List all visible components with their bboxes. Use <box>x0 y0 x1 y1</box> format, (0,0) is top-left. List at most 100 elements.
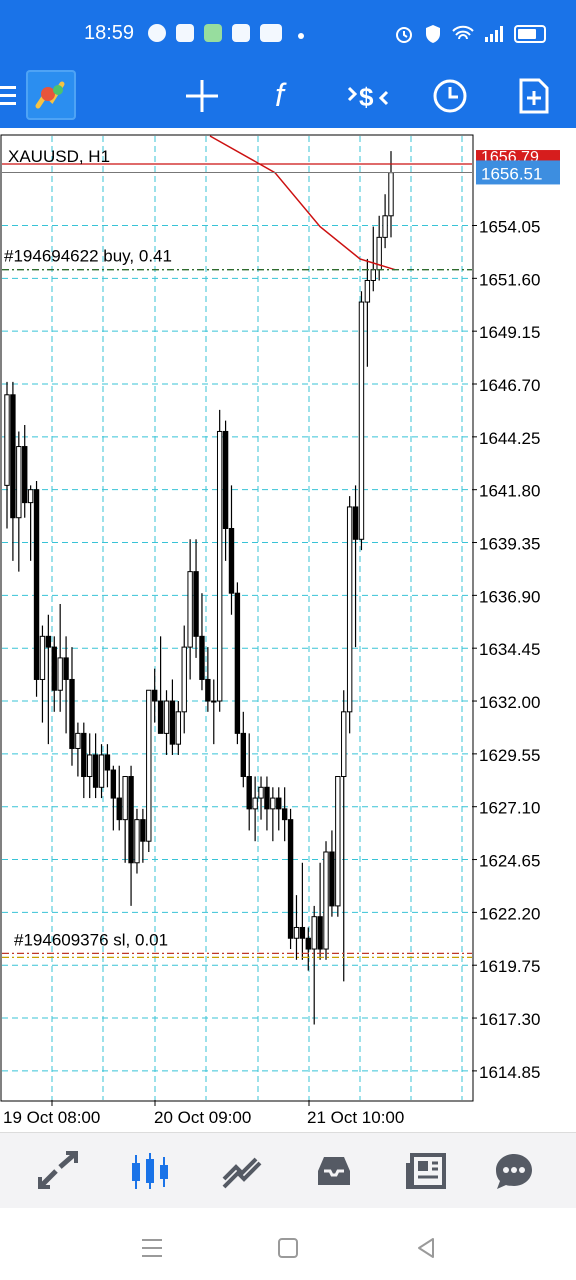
svg-text:$: $ <box>359 82 374 112</box>
candle-body <box>252 797 258 810</box>
candle-body <box>181 646 187 713</box>
candle-body <box>317 916 323 950</box>
status-right <box>394 24 546 44</box>
indicator-f-icon[interactable]: f <box>262 72 310 120</box>
candle-body <box>293 926 300 939</box>
symbol-dollar-icon[interactable]: $ <box>344 72 392 120</box>
price-axis-label: 1624.65 <box>479 852 540 871</box>
candle-body <box>51 646 57 691</box>
candle-body <box>69 678 75 749</box>
recents-icon[interactable] <box>132 1228 172 1268</box>
candle-body <box>341 711 347 778</box>
candle-body <box>270 797 276 810</box>
menu-icon[interactable] <box>0 86 20 108</box>
price-axis-label: 1641.80 <box>479 482 540 501</box>
battery-icon <box>514 25 546 43</box>
status-bar: 18:59 <box>0 0 576 64</box>
candle-body <box>33 489 40 680</box>
colorful-app-icon <box>232 24 250 42</box>
price-axis-label: 1619.75 <box>479 957 540 976</box>
buy-order-label: #194694622 buy, 0.41 <box>4 247 172 266</box>
candle-body <box>193 571 199 637</box>
candle-body <box>370 269 376 281</box>
bao-icon <box>176 24 194 42</box>
status-time: 18:59 <box>84 22 135 44</box>
history-icon[interactable] <box>310 1147 358 1195</box>
candle-body <box>287 819 294 939</box>
candle-body <box>276 797 282 810</box>
candle-body <box>16 446 22 519</box>
candle-body <box>258 786 264 799</box>
candle-body <box>4 394 10 486</box>
candle-body <box>211 700 217 703</box>
price-axis-label: 1627.10 <box>479 799 540 818</box>
candle-body <box>228 528 235 594</box>
current-price-text: 1656.51 <box>481 164 542 183</box>
candle-body <box>81 732 87 778</box>
candle-body <box>382 215 388 238</box>
price-axis-label: 1646.70 <box>479 376 540 395</box>
time-axis-label: 21 Oct 10:00 <box>307 1108 404 1127</box>
candle-body <box>352 506 359 540</box>
new-order-icon[interactable] <box>510 72 558 120</box>
candle-body <box>246 776 252 810</box>
candle-body <box>187 571 193 648</box>
chart-toolbar: f $ <box>0 64 576 128</box>
candle-body <box>388 172 394 217</box>
candle-body <box>146 689 152 842</box>
candle-body <box>234 592 241 734</box>
price-axis-label: 1629.55 <box>479 746 540 765</box>
alarm-icon <box>396 27 412 43</box>
price-axis-label: 1651.60 <box>479 270 540 289</box>
time-axis-label: 20 Oct 09:00 <box>154 1108 251 1127</box>
price-axis-label: 1636.90 <box>479 587 540 606</box>
candle-body <box>63 657 69 680</box>
candle-body <box>134 819 140 864</box>
price-axis-label: 1614.85 <box>479 1063 540 1082</box>
news-icon[interactable] <box>402 1147 450 1195</box>
signal-icon <box>485 26 503 42</box>
quotes-icon[interactable] <box>34 1147 82 1195</box>
app-header: 18:59 f <box>0 0 576 128</box>
bottom-navigation <box>0 1132 576 1209</box>
current-price-tag <box>476 160 560 185</box>
time-axis-label: 19 Oct 08:00 <box>3 1108 100 1127</box>
more-notifications-icon <box>298 33 304 39</box>
candle-body <box>305 937 311 950</box>
candle-body <box>163 700 170 734</box>
candle-body <box>346 506 353 713</box>
candle-body <box>264 786 270 810</box>
candle-body <box>299 926 306 939</box>
timeframe-clock-icon[interactable] <box>426 72 474 120</box>
candle-body <box>10 394 16 519</box>
price-axis-label: 1622.20 <box>479 904 540 923</box>
candle-body <box>140 819 146 842</box>
moving-average-line <box>209 135 396 271</box>
candle-body <box>98 754 105 788</box>
candle-body <box>323 851 329 950</box>
candle-body <box>175 711 182 745</box>
home-icon[interactable] <box>268 1228 308 1268</box>
chart-icon[interactable] <box>126 1147 174 1195</box>
candle-body <box>335 776 341 907</box>
candle-body <box>122 776 128 821</box>
candle-body <box>364 279 371 303</box>
app-logo[interactable] <box>26 70 76 120</box>
candle-body <box>157 700 164 734</box>
crosshair-icon[interactable] <box>178 72 226 120</box>
candle-body <box>57 657 63 691</box>
candle-body <box>222 430 229 530</box>
candle-body <box>110 769 117 799</box>
price-axis-label: 1639.35 <box>479 535 540 554</box>
candle-body <box>169 700 176 745</box>
chat-icon[interactable] <box>490 1147 538 1195</box>
price-axis-label: 1617.30 <box>479 1010 540 1029</box>
candle-body <box>311 916 317 950</box>
back-icon[interactable] <box>406 1228 446 1268</box>
trade-icon[interactable] <box>218 1147 266 1195</box>
shield-app-icon <box>204 24 222 42</box>
price-chart[interactable]: 1656.79 1656.51 #194694622 buy, 0.41 #19460… <box>0 134 576 1132</box>
cloud-icon <box>148 24 166 42</box>
sl-order-label: #194609376 sl, 0.01 <box>14 930 168 949</box>
